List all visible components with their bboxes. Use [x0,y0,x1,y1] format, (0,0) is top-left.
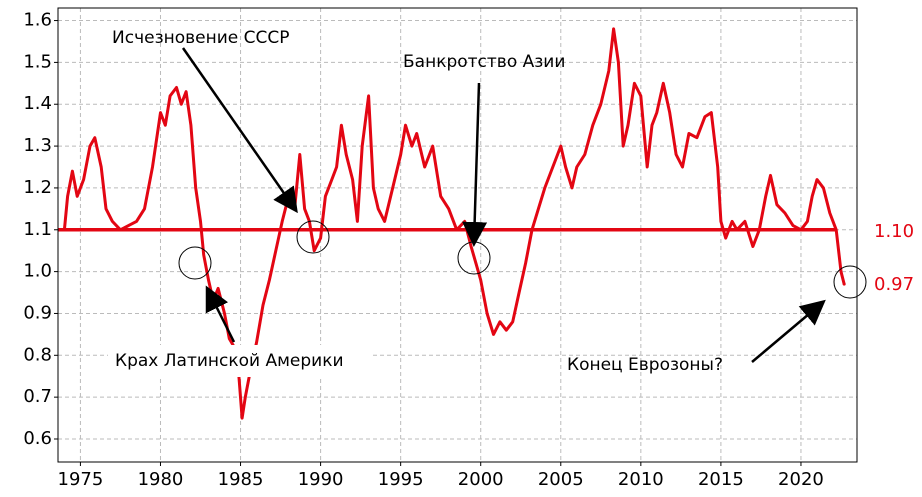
annotation: Банкротство Азии [403,52,565,72]
circle [833,265,867,299]
x-tick-label: 1985 [218,469,264,490]
y-tick-label: 1.0 [23,261,52,282]
y-tick-label: 1.6 [23,10,52,31]
lines [58,27,846,420]
arrow [462,82,488,247]
x-tick-label: 2005 [538,469,584,490]
x-tick-label: 2010 [618,469,664,490]
arrow [205,285,236,343]
x-tick-label: 2015 [698,469,744,490]
x-tick-label: 1990 [298,469,344,490]
y-tick-label: 0.7 [23,386,52,407]
y-tick-label: 1.5 [23,51,52,72]
grid [58,8,857,462]
y-tick-label: 1.3 [23,135,52,156]
ref-label: 1.10 [874,221,914,242]
y-tick-label: 1.4 [23,93,52,114]
annotation: Исчезновение СССР [112,28,290,48]
end-point [842,282,846,286]
circle [178,246,212,280]
plot-frame [57,7,858,463]
x-tick-label: 1995 [378,469,424,490]
y-tick-label: 1.1 [23,219,52,240]
annotation: Крах Латинской Америки [115,351,344,371]
circle [296,220,330,254]
y-tick-label: 1.2 [23,177,52,198]
arrow [751,299,826,363]
label-bg [108,345,370,377]
arrow [181,47,298,214]
annotation: Конец Еврозоны? [567,355,723,375]
y-tick-label: 0.6 [23,428,52,449]
x-tick-label: 1975 [58,469,104,490]
y-tick-label: 0.9 [23,302,52,323]
x-tick-label: 1980 [138,469,184,490]
y-tick-label: 0.8 [23,344,52,365]
end-label: 0.97 [874,274,914,295]
arrows [181,47,826,363]
x-tick-label: 2000 [458,469,504,490]
data-line [62,27,846,420]
circles [178,220,867,299]
x-tick-label: 2020 [778,469,824,490]
